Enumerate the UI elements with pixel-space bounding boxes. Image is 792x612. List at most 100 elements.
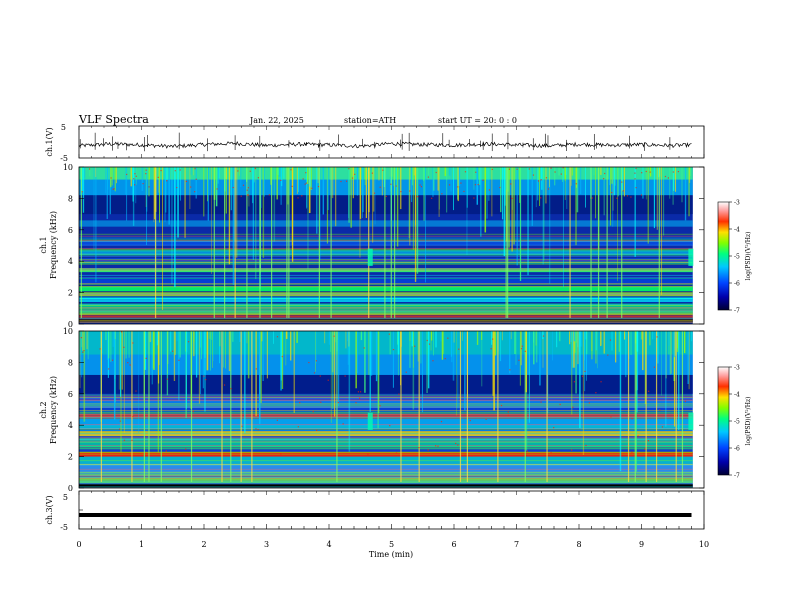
spectrogram-speckle: [432, 360, 434, 362]
spectrogram-streak: [564, 167, 566, 200]
spectrogram-line: [79, 284, 693, 286]
spectrogram-speckle: [444, 357, 446, 360]
spectrogram-streak: [291, 167, 293, 246]
spectrogram-streak: [639, 331, 641, 340]
spectrogram-sferic: [240, 331, 242, 482]
spectrogram-streak: [144, 331, 147, 370]
spectrogram-streak: [409, 167, 411, 246]
spectrogram-speckle: [126, 173, 128, 176]
spectrogram-sferic: [251, 331, 253, 482]
spectrogram-sferic: [148, 331, 150, 482]
spectrogram-streak: [570, 167, 572, 186]
spectrogram-streak: [149, 331, 152, 343]
spectrogram-speckle: [591, 197, 593, 199]
spectrogram-band: [79, 220, 693, 227]
spectrogram-speckle: [664, 175, 667, 178]
spectrogram-sferic: [400, 331, 402, 482]
spectrogram-speckle: [457, 444, 459, 446]
spectrogram-streak: [348, 167, 350, 223]
spectrogram-streak: [81, 331, 83, 378]
spectrogram-speckle: [490, 348, 492, 350]
spectrogram-speckle: [203, 375, 205, 377]
spectrogram-streak: [473, 167, 475, 190]
spectrogram-streak: [138, 331, 140, 433]
spectrogram-streak: [128, 331, 130, 358]
spectrogram-streak: [298, 167, 299, 193]
spectrogram-streak: [281, 331, 284, 389]
spectrogram-sferic: [497, 331, 499, 482]
spectrogram-speckle: [584, 370, 586, 372]
spectrogram-streak: [156, 331, 159, 346]
spectrogram-line: [79, 313, 693, 315]
spectrogram-streak: [554, 167, 556, 186]
spectrogram-speckle: [345, 180, 348, 182]
spectrogram-streak: [389, 331, 391, 355]
spectrogram-streak: [645, 167, 647, 200]
spectrogram-streak: [409, 331, 411, 342]
spectrogram-sferic: [466, 331, 468, 482]
spectrogram-line: [79, 416, 693, 417]
spectrogram-speckle: [315, 360, 318, 362]
spectrogram-speckle: [108, 368, 110, 370]
spectrogram-line: [79, 287, 693, 288]
spectrogram-streak: [586, 331, 588, 355]
spectrogram-speckle: [348, 168, 350, 170]
spectrogram-streak: [238, 167, 240, 176]
spectrogram-streak: [130, 167, 132, 187]
spectrogram-speckle: [427, 449, 429, 451]
spectrogram-sferic: [645, 331, 647, 482]
spectrogram-streak: [335, 331, 337, 343]
spectrogram-streak: [580, 331, 582, 347]
spectrogram-speckle: [540, 179, 542, 181]
spectrogram-speckle: [135, 175, 137, 177]
spectrogram-speckle: [178, 359, 180, 361]
spectrogram-streak: [212, 331, 213, 368]
ch1-spec-ytick-label: 8: [68, 194, 73, 203]
spectrogram-streak: [688, 167, 690, 217]
spectrogram-streak: [669, 331, 672, 375]
spectrogram-streak: [324, 331, 326, 344]
spectrogram-speckle: [305, 182, 308, 184]
spectrogram-streak: [166, 331, 169, 396]
spectrogram-line: [79, 468, 693, 470]
spectrogram-streak: [539, 167, 541, 206]
spectrogram-speckle: [373, 192, 376, 194]
spectrogram-streak: [118, 331, 120, 390]
spectrogram-speckle: [507, 411, 509, 413]
spectrogram-speckle: [621, 181, 623, 183]
spectrogram-streak: [225, 167, 227, 214]
spectrogram-streak: [665, 331, 667, 427]
spectrogram-sferic: [246, 167, 248, 318]
spectrogram-speckle: [553, 426, 555, 429]
spectrogram-sferic: [418, 331, 420, 482]
spectrogram-line: [79, 432, 693, 434]
spectrogram-streak: [174, 167, 176, 288]
spectrogram-line: [79, 295, 693, 297]
spectrogram-sferic: [384, 167, 386, 318]
ch1-waveform-line: [78, 141, 692, 149]
ch1-colorbar-tick-label: -5: [734, 254, 740, 261]
spectrogram-streak: [438, 167, 440, 217]
spectrogram-streak: [540, 167, 543, 180]
spectrogram-streak: [644, 331, 647, 405]
ch1-spec-ytick-label: 6: [68, 226, 73, 235]
spectrogram-streak: [107, 167, 109, 190]
spectrogram-line: [79, 429, 693, 431]
spectrogram-line: [79, 451, 693, 453]
spectrogram-streak: [605, 167, 608, 176]
spectrogram-line: [79, 308, 693, 310]
spectrogram-line: [79, 240, 693, 242]
ch3-ytick-neg5: -5: [60, 523, 68, 532]
spectrogram-streak: [611, 331, 613, 351]
spectrogram-speckle: [649, 171, 651, 173]
spectrogram-streak: [365, 167, 367, 219]
spectrogram-streak: [255, 167, 257, 280]
spectrogram-line: [79, 314, 693, 315]
spectrogram-sferic: [655, 331, 658, 482]
spectrogram-streak: [253, 167, 255, 183]
spectrogram-speckle: [320, 401, 322, 403]
spectrogram-speckle: [88, 168, 91, 170]
spectrogram-streak: [440, 331, 442, 342]
spectrogram-streak: [276, 167, 278, 200]
spectrogram-streak: [603, 331, 606, 354]
